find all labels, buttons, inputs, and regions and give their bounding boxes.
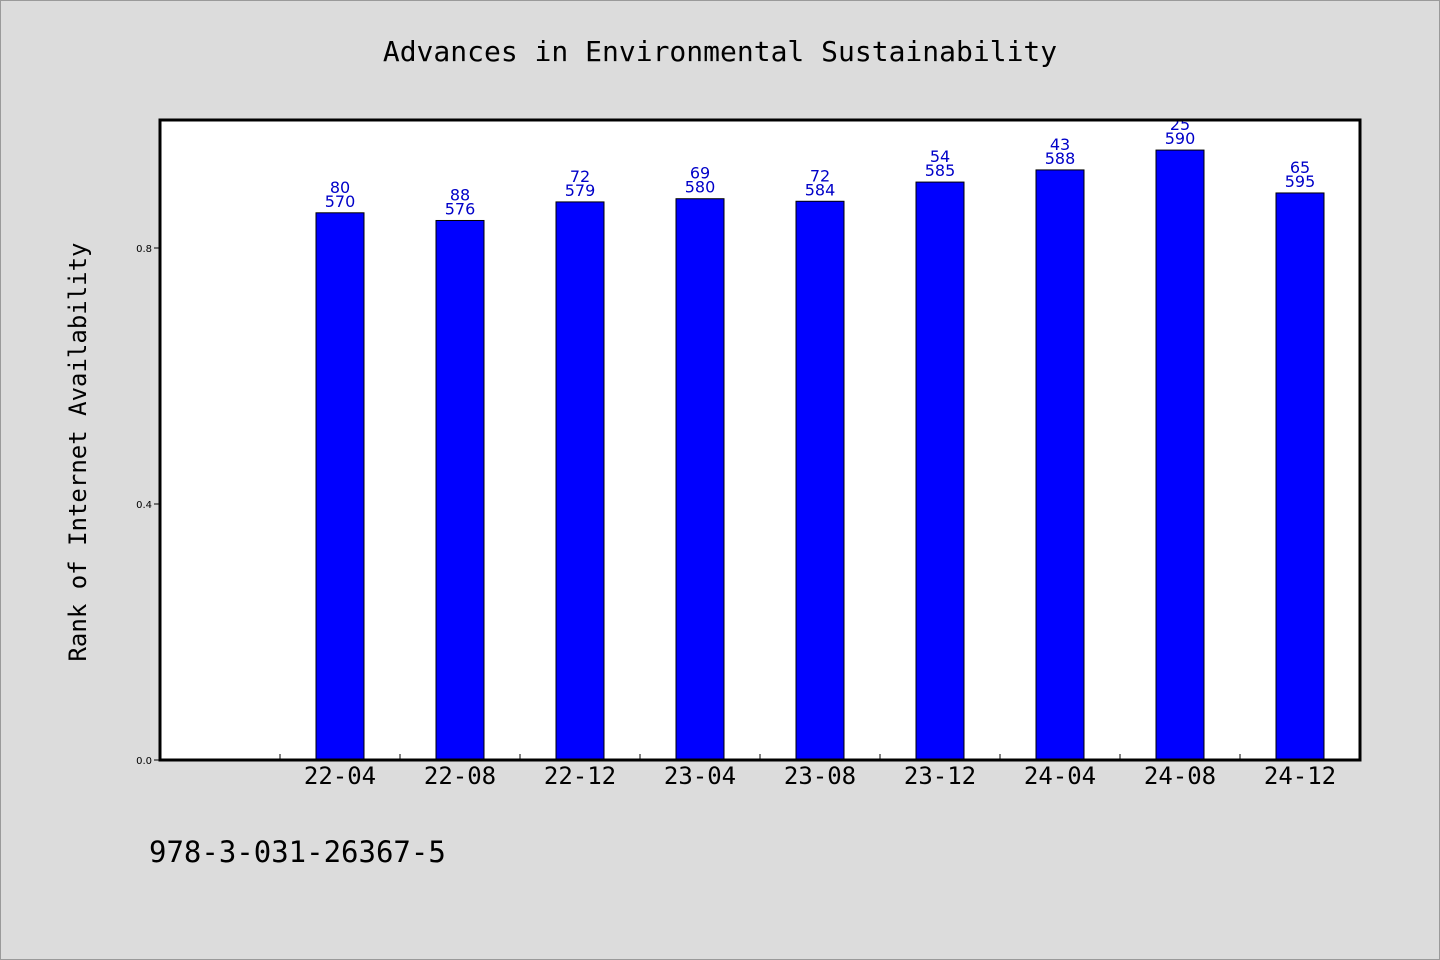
isbn-footer: 978-3-031-26367-5 <box>149 835 446 869</box>
y-axis-label: Rank of Internet Availability <box>64 242 92 661</box>
x-tick-label: 24-12 <box>1264 762 1336 790</box>
x-tick-label: 22-04 <box>304 762 376 790</box>
data-label-bottom: 590 <box>1165 129 1196 148</box>
data-label-top: 88 <box>450 185 470 204</box>
y-tick-label: 0.8 <box>136 244 152 255</box>
y-axis: 0.0 0.4 0.8 <box>136 244 160 767</box>
x-tick-label: 23-08 <box>784 762 856 790</box>
x-tick-label: 22-12 <box>544 762 616 790</box>
data-label-top: 72 <box>570 167 590 186</box>
x-tick-label: 23-04 <box>664 762 736 790</box>
data-label-top: 43 <box>1050 135 1070 154</box>
bar <box>795 200 845 761</box>
plot-border <box>158 118 1362 762</box>
data-label-bottom: 585 <box>925 161 956 180</box>
data-label-bottom: 588 <box>1045 149 1076 168</box>
bars <box>315 149 1325 761</box>
data-label-top: 72 <box>810 166 830 185</box>
bar <box>555 201 605 761</box>
chart-title: Advances in Environmental Sustainability <box>383 35 1057 68</box>
x-tick-label: 23-12 <box>904 762 976 790</box>
data-label-bottom: 584 <box>805 180 836 199</box>
x-axis: 22-04 22-08 22-12 23-04 23-08 23-12 24-04 24-08… <box>279 754 1336 790</box>
data-label-bottom: 595 <box>1285 172 1316 191</box>
bar <box>315 212 365 761</box>
y-tick-label: 0.4 <box>136 500 152 511</box>
x-tick-label: 22-08 <box>424 762 496 790</box>
data-label-top: 65 <box>1290 158 1310 177</box>
x-tick-label: 24-04 <box>1024 762 1096 790</box>
data-label-top: 54 <box>930 147 950 166</box>
x-tick-label: 24-08 <box>1144 762 1216 790</box>
y-tick-label: 0.0 <box>136 756 152 767</box>
data-label-bottom: 580 <box>685 178 716 197</box>
bar <box>915 181 965 761</box>
bar <box>675 198 725 761</box>
data-label-top: 80 <box>330 178 350 197</box>
bar <box>1275 192 1325 761</box>
data-label-bottom: 579 <box>565 181 596 200</box>
data-label-bottom: 570 <box>325 192 356 211</box>
bar <box>435 219 485 761</box>
bar <box>1035 169 1085 761</box>
data-label-bottom: 576 <box>445 199 476 218</box>
bar <box>1155 149 1205 761</box>
data-label-top: 69 <box>690 164 710 183</box>
